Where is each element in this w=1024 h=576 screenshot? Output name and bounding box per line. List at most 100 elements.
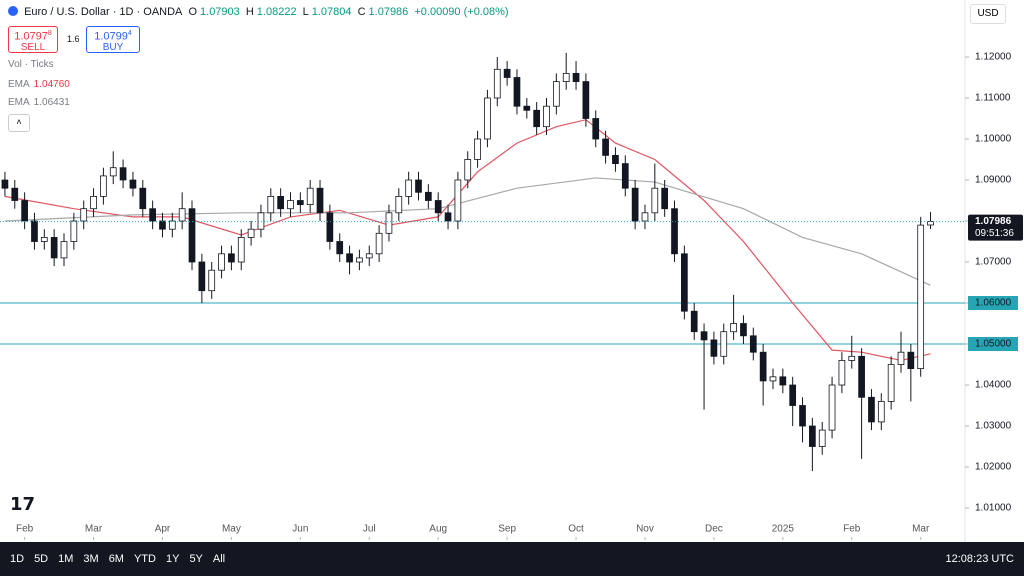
range-button[interactable]: 5D: [34, 553, 49, 565]
candle-body: [375, 232, 383, 255]
range-button[interactable]: YTD: [133, 553, 156, 565]
candle-body: [346, 253, 353, 263]
o-label: O: [188, 6, 198, 18]
candle-body: [149, 208, 156, 222]
candle-body: [503, 68, 511, 78]
candle-body: [188, 208, 196, 263]
candle-body: [385, 212, 393, 234]
candle-body: [306, 187, 314, 206]
candle-body: [848, 355, 856, 361]
price-tag: 1.07986: [975, 216, 1012, 227]
buy-price: 1.0799: [94, 30, 128, 43]
candle-body: [927, 221, 934, 226]
candle-body: [129, 179, 137, 189]
ema-line: [4, 119, 931, 362]
candle-body: [474, 138, 481, 160]
candle-body: [159, 220, 166, 230]
legend-header: Euro / U.S. Dollar · 1D · OANDA O 1.07903…: [8, 6, 512, 18]
range-button[interactable]: 1M: [58, 553, 74, 565]
countdown: 09:51:36: [975, 228, 1014, 239]
candle-body: [237, 237, 245, 263]
clock: 12:08:23 UTC: [945, 553, 1014, 565]
candle-body: [119, 167, 127, 181]
range-button[interactable]: 6M: [108, 553, 124, 565]
y-tick-label: 1.10000: [975, 134, 1012, 145]
candle-body: [267, 196, 275, 214]
candle-body: [287, 200, 294, 210]
y-tick-label: 1.11000: [975, 93, 1011, 104]
x-tick-label: Feb: [16, 524, 34, 535]
candle-body: [572, 72, 580, 82]
candle-body: [818, 429, 826, 447]
ema2-value: 1.06431: [33, 97, 70, 108]
candle-body: [454, 179, 462, 222]
candle-body: [464, 159, 472, 181]
collapse-button[interactable]: ˄: [8, 114, 30, 132]
sell-button[interactable]: 1.07978 SELL: [8, 26, 58, 53]
sell-label: SELL: [20, 42, 46, 54]
candle-body: [651, 187, 659, 214]
range-button[interactable]: All: [212, 553, 226, 565]
currency[interactable]: USD: [970, 4, 1006, 24]
change: +0.00090 (+0.08%): [414, 6, 509, 18]
candle-body: [907, 351, 915, 370]
range-button[interactable]: 1D: [10, 553, 25, 565]
candle-body: [336, 241, 344, 255]
x-tick-label: Mar: [912, 524, 930, 535]
candle-body: [326, 212, 334, 242]
candle-body: [424, 191, 432, 201]
x-tick-label: Oct: [568, 524, 584, 535]
tv-logo: 𝟭𝟳: [10, 494, 36, 514]
range-button[interactable]: 3M: [83, 553, 99, 565]
range-button[interactable]: 5Y: [189, 553, 203, 565]
candle-body: [139, 187, 147, 210]
vol-legend: Vol · Ticks: [8, 59, 54, 70]
x-tick-label: Apr: [155, 524, 171, 535]
candle-body: [1, 179, 9, 189]
l-label: L: [302, 6, 309, 18]
y-tick-label: 1.06000: [975, 298, 1012, 309]
candle-body: [444, 212, 452, 222]
candle-body: [552, 81, 560, 107]
candle-body: [720, 331, 728, 357]
y-tick-label: 1.03000: [975, 421, 1012, 432]
candle-body: [533, 109, 541, 128]
candle-body: [799, 405, 806, 427]
candle-body: [523, 105, 531, 111]
ema1-legend: EMA 1.04760: [8, 79, 70, 90]
range-button[interactable]: 1Y: [165, 553, 180, 565]
buy-label: BUY: [102, 42, 124, 54]
y-tick-label: 1.04000: [975, 380, 1012, 391]
symbol-icon: [8, 6, 18, 16]
plot: [0, 52, 969, 540]
hline-label-bg: [968, 337, 1018, 352]
x-tick-label: Jun: [292, 524, 308, 535]
candle-body: [582, 81, 590, 119]
candle-body: [405, 179, 413, 197]
x-tick-label: 2025: [772, 524, 795, 535]
candle-body: [887, 364, 895, 402]
candle-body: [296, 200, 304, 206]
candle-body: [779, 376, 787, 386]
c-value: 1.07986: [368, 6, 409, 18]
y-tick-label: 1.01000: [975, 503, 1012, 514]
candle-body: [917, 224, 925, 370]
candle-body: [198, 261, 206, 292]
candle-body: [759, 351, 767, 382]
candle-body: [168, 220, 176, 230]
candle-body: [493, 68, 501, 99]
candle-body: [809, 425, 816, 447]
candle-body: [277, 196, 284, 210]
hline-label-bg: [968, 296, 1018, 311]
bottom-toolbar: 1D 5D 1M 3M 6M YTD 1Y 5Y All 12:08:23 UTC: [0, 542, 1024, 576]
candle-body: [100, 175, 107, 197]
h-value: 1.08222: [256, 6, 297, 18]
candle-body: [434, 200, 442, 214]
candle-body: [21, 200, 28, 222]
buy-button[interactable]: 1.07994 BUY: [86, 26, 140, 53]
ema1-label: EMA: [8, 79, 30, 90]
candle-body: [356, 257, 363, 263]
candle-body: [80, 208, 88, 222]
